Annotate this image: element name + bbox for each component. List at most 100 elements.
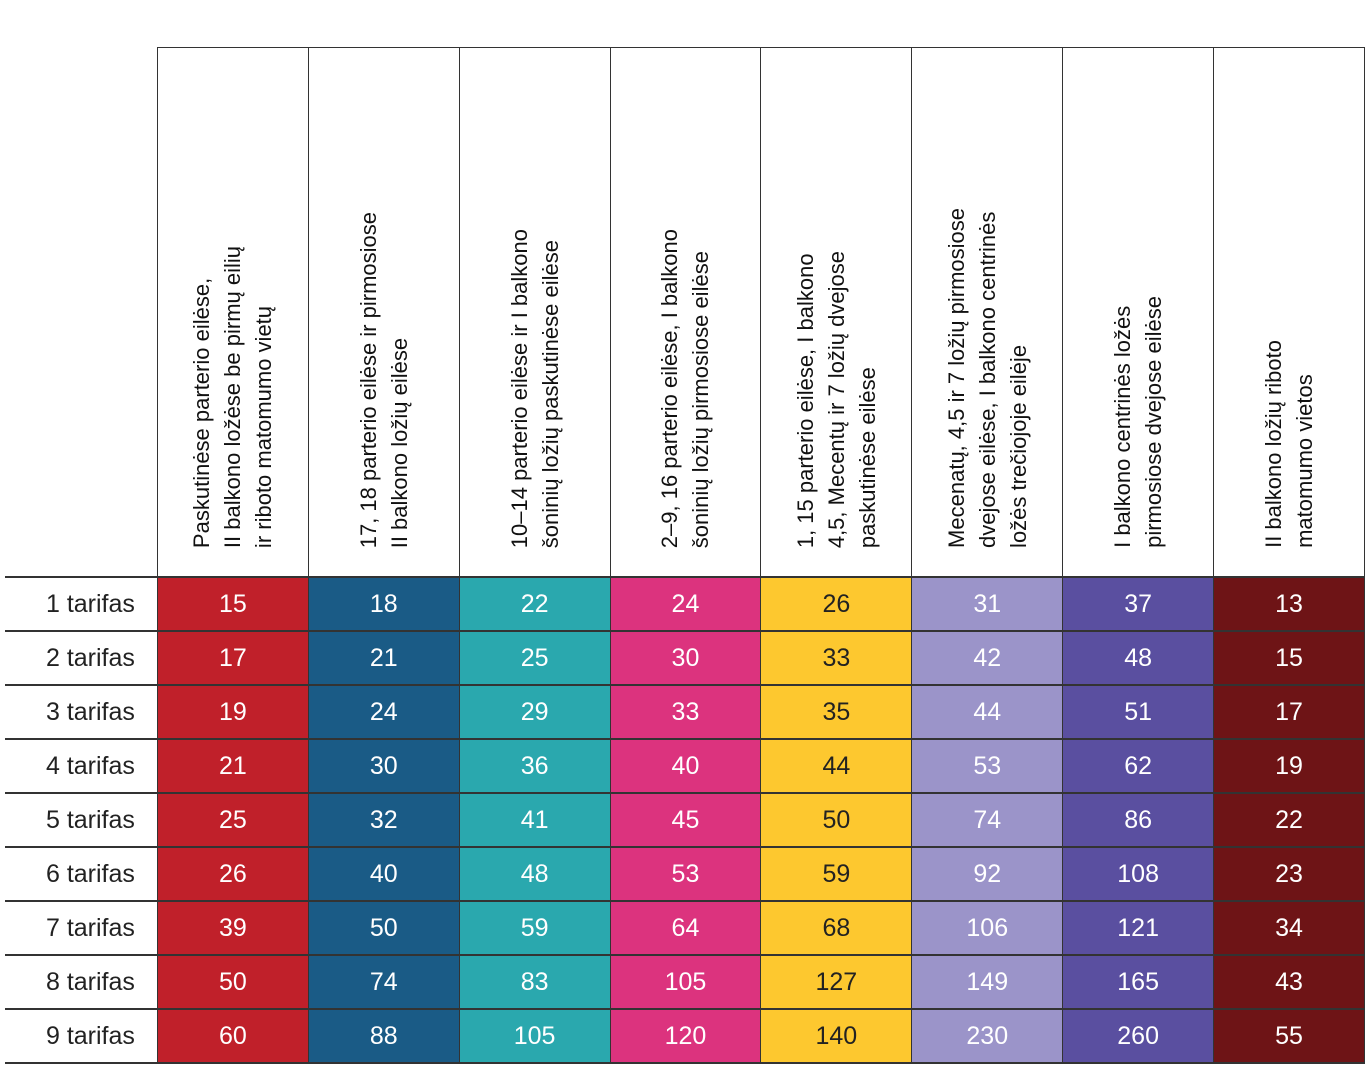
price-cell: 53	[609, 847, 762, 902]
column-header-line: 4,5, Mecentų ir 7 ložių dvejose	[823, 250, 849, 548]
column-header-line: II balkono ložių eilėse	[386, 337, 412, 548]
column-header-line: 17, 18 parterio eilėse ir pirmosiose	[355, 211, 381, 548]
price-cell: 19	[1213, 739, 1365, 794]
column-header: II balkono ložių riboto matomumo vietos	[1213, 47, 1365, 578]
price-cell: 50	[156, 955, 309, 1010]
price-cell: 59	[458, 901, 611, 956]
price-cell: 37	[1062, 577, 1215, 632]
tariff-label: 5 tarifas	[5, 793, 158, 848]
table-row: 9 tarifas 60 88 105 120 140 230 260 55	[5, 1009, 1365, 1064]
tariff-label: 6 tarifas	[5, 847, 158, 902]
price-cell: 127	[760, 955, 913, 1010]
column-header: 10–14 parterio eilėse ir I balkono šonini…	[458, 47, 611, 578]
column-header-text: Paskutinėse parterio eilėse, II balkono l…	[186, 246, 279, 548]
price-cell: 29	[458, 685, 611, 740]
price-cell: 24	[609, 577, 762, 632]
tariff-label: 2 tarifas	[5, 631, 158, 686]
price-cell: 83	[458, 955, 611, 1010]
column-header: 17, 18 parterio eilėse ir pirmosiose II b…	[307, 47, 460, 578]
column-header-text: 10–14 parterio eilėse ir I balkono šonini…	[504, 229, 566, 548]
column-header-line: šoninių ložių pirmosiose eilėse	[688, 250, 714, 548]
price-cell: 17	[1213, 685, 1365, 740]
price-cell: 39	[156, 901, 309, 956]
price-cell: 32	[307, 793, 460, 848]
price-cell: 22	[458, 577, 611, 632]
price-cell: 18	[307, 577, 460, 632]
column-header-line: II balkono ložių riboto	[1261, 340, 1287, 548]
price-cell: 40	[307, 847, 460, 902]
column-header-line: šoninių ložių paskutinėse eilėse	[537, 239, 563, 548]
tariff-label: 9 tarifas	[5, 1009, 158, 1064]
price-cell: 105	[609, 955, 762, 1010]
column-header-line: dvejose eilėse, I balkono centrinės	[974, 211, 1000, 548]
column-header: I balkono centrinės ložės pirmosiose dvej…	[1062, 47, 1215, 578]
column-header-text: I balkono centrinės ložės pirmosiose dvej…	[1107, 296, 1169, 548]
tariff-label: 3 tarifas	[5, 685, 158, 740]
price-cell: 26	[760, 577, 913, 632]
price-cell: 120	[609, 1009, 762, 1064]
price-cell: 260	[1062, 1009, 1215, 1064]
price-cell: 48	[458, 847, 611, 902]
price-cell: 19	[156, 685, 309, 740]
tariff-label: 1 tarifas	[5, 577, 158, 632]
price-cell: 165	[1062, 955, 1215, 1010]
column-header-line: 10–14 parterio eilėse ir I balkono	[506, 228, 532, 548]
column-header-text: 2–9, 16 parterio eilėse, I balkono šonini…	[654, 229, 716, 548]
price-cell: 230	[911, 1009, 1064, 1064]
price-cell: 43	[1213, 955, 1365, 1010]
price-cell: 64	[609, 901, 762, 956]
price-cell: 21	[307, 631, 460, 686]
column-header-line: pirmosiose dvejose eilėse	[1141, 296, 1167, 548]
price-cell: 36	[458, 739, 611, 794]
price-cell: 44	[760, 739, 913, 794]
price-cell: 108	[1062, 847, 1215, 902]
price-cell: 23	[1213, 847, 1365, 902]
price-cell: 22	[1213, 793, 1365, 848]
price-cell: 105	[458, 1009, 611, 1064]
column-header: Paskutinėse parterio eilėse, II balkono l…	[156, 47, 309, 578]
price-cell: 51	[1062, 685, 1215, 740]
price-cell: 53	[911, 739, 1064, 794]
column-header-line: matomumo vietos	[1292, 374, 1318, 548]
tariff-label: 7 tarifas	[5, 901, 158, 956]
tariff-label: 4 tarifas	[5, 739, 158, 794]
corner-cell	[5, 47, 158, 578]
column-header-text: 1, 15 parterio eilėse, I balkono 4,5, Mec…	[790, 251, 883, 548]
price-cell: 106	[911, 901, 1064, 956]
column-header-text: Mecenatų, 4,5 ir 7 ložių pirmosiose dvejo…	[941, 208, 1034, 548]
column-header-line: Paskutinėse parterio eilėse,	[189, 277, 215, 548]
table-row: 2 tarifas 17 21 25 30 33 42 48 15	[5, 631, 1365, 686]
price-cell: 86	[1062, 793, 1215, 848]
price-cell: 25	[156, 793, 309, 848]
column-header-line: paskutinėse eilėse	[854, 366, 880, 548]
column-header: Mecenatų, 4,5 ir 7 ložių pirmosiose dvejo…	[911, 47, 1064, 578]
price-cell: 24	[307, 685, 460, 740]
table-row: 6 tarifas 26 40 48 53 59 92 108 23	[5, 847, 1365, 902]
price-cell: 15	[1213, 631, 1365, 686]
column-header: 1, 15 parterio eilėse, I balkono 4,5, Mec…	[760, 47, 913, 578]
price-cell: 45	[609, 793, 762, 848]
table-row: 1 tarifas 15 18 22 24 26 31 37 13	[5, 577, 1365, 632]
price-cell: 68	[760, 901, 913, 956]
column-header: 2–9, 16 parterio eilėse, I balkono šonini…	[609, 47, 762, 578]
price-cell: 15	[156, 577, 309, 632]
price-cell: 31	[911, 577, 1064, 632]
price-cell: 34	[1213, 901, 1365, 956]
price-cell: 149	[911, 955, 1064, 1010]
price-cell: 59	[760, 847, 913, 902]
price-cell: 40	[609, 739, 762, 794]
column-header-line: Mecenatų, 4,5 ir 7 ložių pirmosiose	[943, 208, 969, 548]
price-cell: 25	[458, 631, 611, 686]
table-row: 8 tarifas 50 74 83 105 127 149 165 43	[5, 955, 1365, 1010]
column-header-line: 1, 15 parterio eilėse, I balkono	[792, 253, 818, 548]
column-header-line: II balkono ložėse be pirmų eilių	[220, 245, 246, 548]
table-row: 3 tarifas 19 24 29 33 35 44 51 17	[5, 685, 1365, 740]
price-cell: 74	[307, 955, 460, 1010]
column-header-text: II balkono ložių riboto matomumo vietos	[1258, 340, 1320, 548]
price-cell: 42	[911, 631, 1064, 686]
price-cell: 44	[911, 685, 1064, 740]
price-table: Paskutinėse parterio eilėse, II balkono l…	[5, 47, 1365, 1064]
price-cell: 48	[1062, 631, 1215, 686]
column-header-line: 2–9, 16 parterio eilėse, I balkono	[657, 228, 683, 548]
price-cell: 92	[911, 847, 1064, 902]
